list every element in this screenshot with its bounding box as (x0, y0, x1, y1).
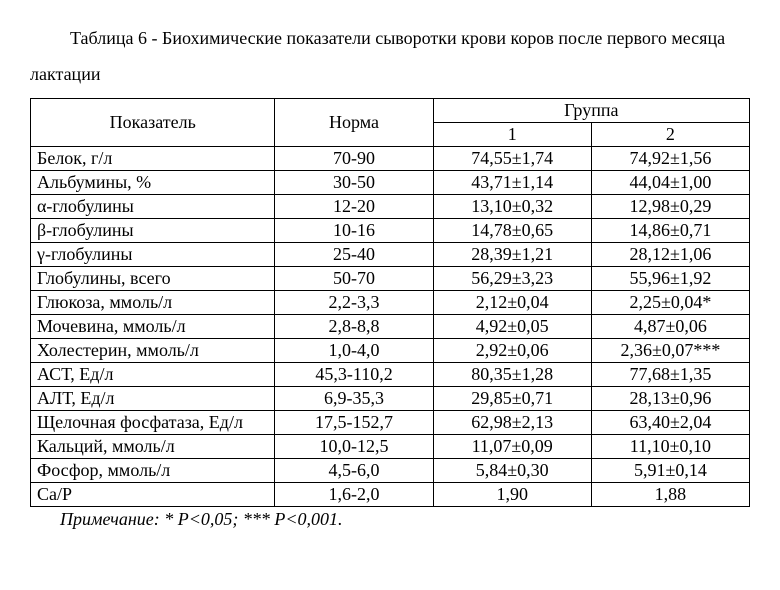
cell-indicator: АСТ, Ед/л (31, 363, 275, 387)
cell-group-1: 29,85±0,71 (433, 387, 591, 411)
col-indicator: Показатель (31, 99, 275, 147)
cell-group-1: 43,71±1,14 (433, 171, 591, 195)
cell-indicator: Фосфор, ммоль/л (31, 459, 275, 483)
table-row: Мочевина, ммоль/л2,8-8,84,92±0,054,87±0,… (31, 315, 750, 339)
cell-norm: 12-20 (275, 195, 433, 219)
cell-norm: 2,8-8,8 (275, 315, 433, 339)
col-group-2: 2 (591, 123, 749, 147)
cell-group-1: 13,10±0,32 (433, 195, 591, 219)
cell-norm: 10,0-12,5 (275, 435, 433, 459)
cell-indicator: АЛТ, Ед/л (31, 387, 275, 411)
cell-norm: 6,9-35,3 (275, 387, 433, 411)
cell-group-2: 12,98±0,29 (591, 195, 749, 219)
table-row: АЛТ, Ед/л6,9-35,329,85±0,7128,13±0,96 (31, 387, 750, 411)
cell-indicator: Мочевина, ммоль/л (31, 315, 275, 339)
col-norm: Норма (275, 99, 433, 147)
table-row: Щелочная фосфатаза, Ед/л17,5-152,762,98±… (31, 411, 750, 435)
cell-indicator: β-глобулины (31, 219, 275, 243)
cell-group-1: 28,39±1,21 (433, 243, 591, 267)
cell-indicator: Ca/P (31, 483, 275, 507)
cell-norm: 1,6-2,0 (275, 483, 433, 507)
cell-group-2: 5,91±0,14 (591, 459, 749, 483)
cell-indicator: Кальций, ммоль/л (31, 435, 275, 459)
cell-norm: 70-90 (275, 147, 433, 171)
table-row: АСТ, Ед/л45,3-110,280,35±1,2877,68±1,35 (31, 363, 750, 387)
table-row: β-глобулины10-1614,78±0,6514,86±0,71 (31, 219, 750, 243)
cell-group-2: 11,10±0,10 (591, 435, 749, 459)
table-row: Глобулины, всего50-7056,29±3,2355,96±1,9… (31, 267, 750, 291)
cell-indicator: Холестерин, ммоль/л (31, 339, 275, 363)
table-row: Кальций, ммоль/л10,0-12,511,07±0,0911,10… (31, 435, 750, 459)
cell-group-2: 28,12±1,06 (591, 243, 749, 267)
biochem-table: Показатель Норма Группа 1 2 Белок, г/л70… (30, 98, 750, 507)
table-row: Белок, г/л70-9074,55±1,7474,92±1,56 (31, 147, 750, 171)
cell-group-2: 1,88 (591, 483, 749, 507)
cell-group-1: 56,29±3,23 (433, 267, 591, 291)
cell-group-2: 28,13±0,96 (591, 387, 749, 411)
table-row: α-глобулины12-2013,10±0,3212,98±0,29 (31, 195, 750, 219)
cell-group-1: 1,90 (433, 483, 591, 507)
cell-group-1: 2,12±0,04 (433, 291, 591, 315)
cell-group-1: 11,07±0,09 (433, 435, 591, 459)
cell-norm: 17,5-152,7 (275, 411, 433, 435)
cell-norm: 25-40 (275, 243, 433, 267)
cell-indicator: Белок, г/л (31, 147, 275, 171)
cell-norm: 1,0-4,0 (275, 339, 433, 363)
cell-group-2: 2,36±0,07*** (591, 339, 749, 363)
col-group-1: 1 (433, 123, 591, 147)
cell-group-2: 4,87±0,06 (591, 315, 749, 339)
cell-norm: 4,5-6,0 (275, 459, 433, 483)
cell-group-2: 14,86±0,71 (591, 219, 749, 243)
cell-group-2: 77,68±1,35 (591, 363, 749, 387)
cell-group-1: 74,55±1,74 (433, 147, 591, 171)
cell-group-2: 2,25±0,04* (591, 291, 749, 315)
table-row: Ca/P1,6-2,01,901,88 (31, 483, 750, 507)
cell-group-2: 55,96±1,92 (591, 267, 749, 291)
cell-group-1: 80,35±1,28 (433, 363, 591, 387)
cell-indicator: Альбумины, % (31, 171, 275, 195)
table-row: Альбумины, %30-5043,71±1,1444,04±1,00 (31, 171, 750, 195)
cell-group-2: 44,04±1,00 (591, 171, 749, 195)
cell-norm: 30-50 (275, 171, 433, 195)
cell-group-1: 62,98±2,13 (433, 411, 591, 435)
cell-norm: 50-70 (275, 267, 433, 291)
cell-group-1: 14,78±0,65 (433, 219, 591, 243)
cell-norm: 45,3-110,2 (275, 363, 433, 387)
table-note: Примечание: * Р<0,05; *** Р<0,001. (30, 509, 750, 530)
table-row: Холестерин, ммоль/л1,0-4,02,92±0,062,36±… (31, 339, 750, 363)
table-caption: Таблица 6 - Биохимические показатели сыв… (30, 20, 750, 92)
col-group: Группа (433, 99, 749, 123)
header-row-1: Показатель Норма Группа (31, 99, 750, 123)
cell-indicator: Глобулины, всего (31, 267, 275, 291)
cell-group-2: 63,40±2,04 (591, 411, 749, 435)
cell-indicator: Щелочная фосфатаза, Ед/л (31, 411, 275, 435)
cell-group-1: 4,92±0,05 (433, 315, 591, 339)
table-row: Фосфор, ммоль/л4,5-6,05,84±0,305,91±0,14 (31, 459, 750, 483)
cell-indicator: Глюкоза, ммоль/л (31, 291, 275, 315)
cell-indicator: γ-глобулины (31, 243, 275, 267)
cell-group-1: 2,92±0,06 (433, 339, 591, 363)
table-row: γ-глобулины25-4028,39±1,2128,12±1,06 (31, 243, 750, 267)
table-row: Глюкоза, ммоль/л2,2-3,32,12±0,042,25±0,0… (31, 291, 750, 315)
cell-group-2: 74,92±1,56 (591, 147, 749, 171)
cell-indicator: α-глобулины (31, 195, 275, 219)
cell-norm: 2,2-3,3 (275, 291, 433, 315)
cell-norm: 10-16 (275, 219, 433, 243)
cell-group-1: 5,84±0,30 (433, 459, 591, 483)
